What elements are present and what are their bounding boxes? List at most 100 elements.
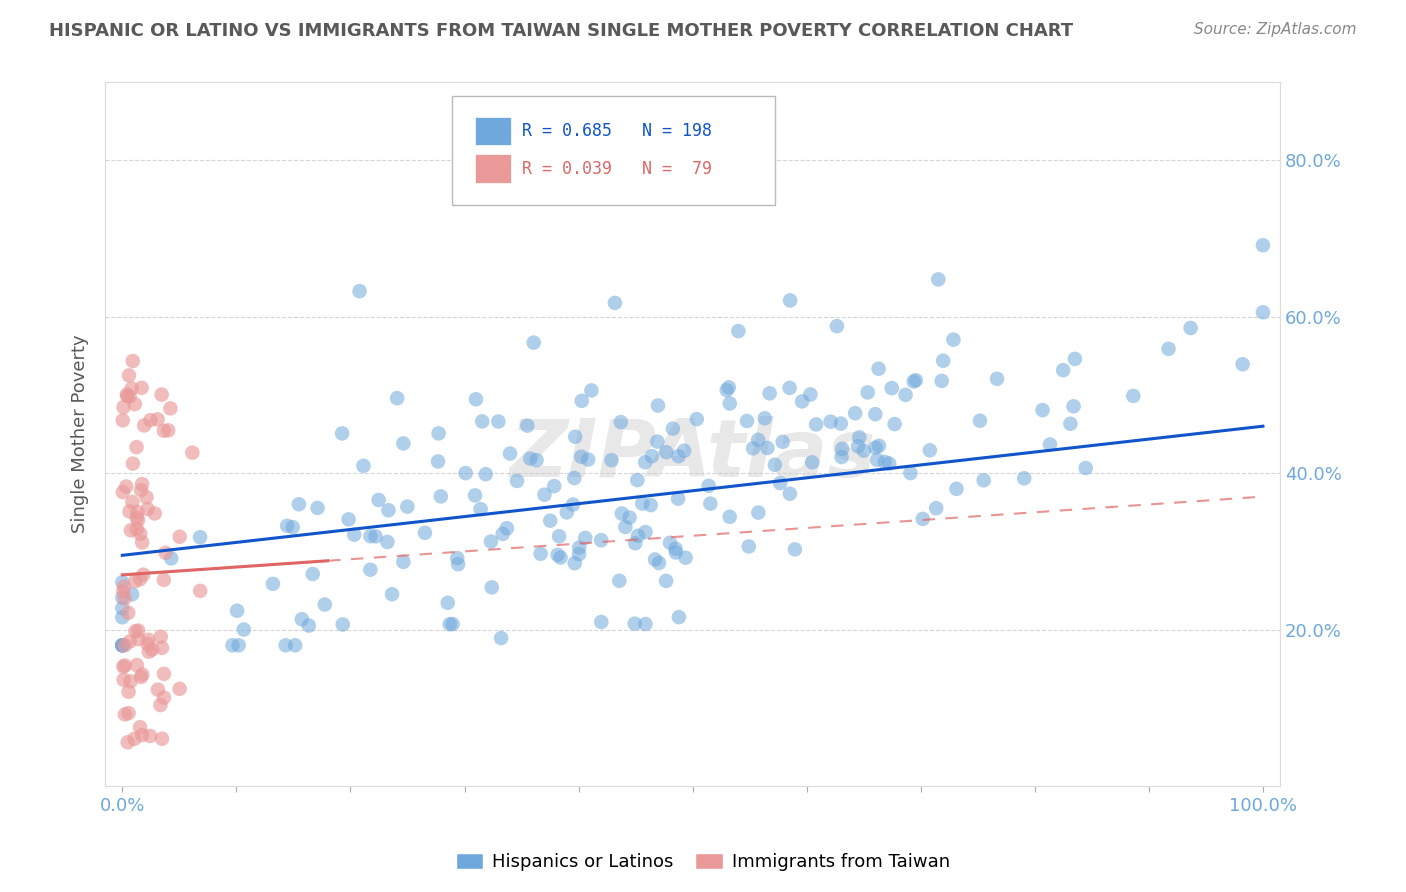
Point (1074, 461, 1097, 475)
Point (619, 510, 641, 524)
Point (465, 392, 488, 407)
Point (932, 353, 955, 368)
Point (555, 505, 578, 519)
Point (640, 498, 662, 512)
Point (564, 430, 586, 444)
Point (146, 682, 169, 697)
Point (574, 531, 596, 545)
Point (783, 542, 806, 557)
Point (918, 443, 941, 458)
Point (288, 497, 311, 511)
Point (697, 479, 720, 493)
Point (111, 638, 134, 652)
Point (610, 415, 633, 429)
Point (519, 451, 541, 466)
Point (381, 587, 404, 601)
Point (111, 485, 134, 500)
Point (124, 574, 146, 588)
Point (852, 443, 875, 458)
Point (359, 563, 381, 577)
Point (626, 473, 648, 487)
Point (779, 486, 801, 500)
Point (332, 617, 354, 632)
Point (718, 509, 741, 524)
Point (314, 598, 336, 612)
Point (673, 443, 696, 458)
Point (486, 415, 509, 429)
Point (562, 471, 585, 485)
Point (291, 612, 314, 626)
Point (868, 361, 890, 376)
Point (686, 412, 709, 426)
Point (117, 606, 139, 620)
Point (945, 482, 967, 496)
Point (125, 440, 148, 454)
Point (121, 382, 143, 396)
Point (668, 610, 690, 624)
Point (129, 526, 152, 541)
Point (1052, 363, 1074, 377)
Point (831, 450, 853, 464)
Point (157, 423, 180, 437)
Point (825, 319, 848, 334)
Point (506, 474, 529, 488)
Point (118, 368, 141, 383)
Point (634, 455, 657, 469)
Point (377, 503, 399, 517)
Point (150, 640, 173, 655)
Point (430, 490, 453, 504)
Point (581, 384, 603, 398)
Point (114, 658, 136, 673)
Point (436, 596, 458, 610)
Point (470, 502, 492, 516)
Point (868, 439, 890, 453)
Point (131, 535, 153, 549)
Point (441, 617, 464, 632)
Point (155, 546, 177, 560)
Point (146, 412, 169, 426)
Point (112, 659, 135, 673)
Point (880, 381, 903, 395)
Point (112, 584, 135, 599)
Point (135, 490, 157, 504)
Point (664, 541, 686, 556)
Point (134, 418, 156, 433)
Point (550, 550, 572, 565)
Point (562, 498, 585, 512)
Point (1232, 357, 1254, 371)
Point (228, 638, 250, 652)
Point (124, 624, 146, 639)
Point (634, 617, 657, 632)
Point (124, 731, 146, 746)
Point (125, 510, 148, 524)
Point (112, 400, 135, 414)
Point (274, 638, 297, 652)
Point (564, 556, 586, 570)
Point (143, 507, 166, 521)
Point (262, 577, 284, 591)
Point (131, 667, 153, 681)
Text: R = 0.039   N =  79: R = 0.039 N = 79 (522, 160, 713, 178)
Point (526, 453, 548, 467)
Point (139, 729, 162, 743)
Point (413, 525, 436, 540)
Point (865, 441, 887, 455)
Point (742, 442, 765, 456)
Point (986, 372, 1008, 386)
Point (427, 454, 450, 468)
Point (115, 479, 138, 493)
Point (662, 422, 685, 436)
Point (474, 467, 496, 482)
Point (627, 529, 650, 543)
Point (1122, 389, 1144, 403)
Point (112, 580, 135, 594)
Y-axis label: Single Mother Poverty: Single Mother Poverty (72, 334, 89, 533)
Point (610, 507, 633, 521)
Point (973, 473, 995, 487)
Legend: Hispanics or Latinos, Immigrants from Taiwan: Hispanics or Latinos, Immigrants from Ta… (449, 846, 957, 879)
Point (568, 541, 591, 555)
Point (496, 521, 519, 535)
Point (149, 630, 172, 644)
Point (747, 506, 769, 520)
Point (1039, 437, 1062, 451)
